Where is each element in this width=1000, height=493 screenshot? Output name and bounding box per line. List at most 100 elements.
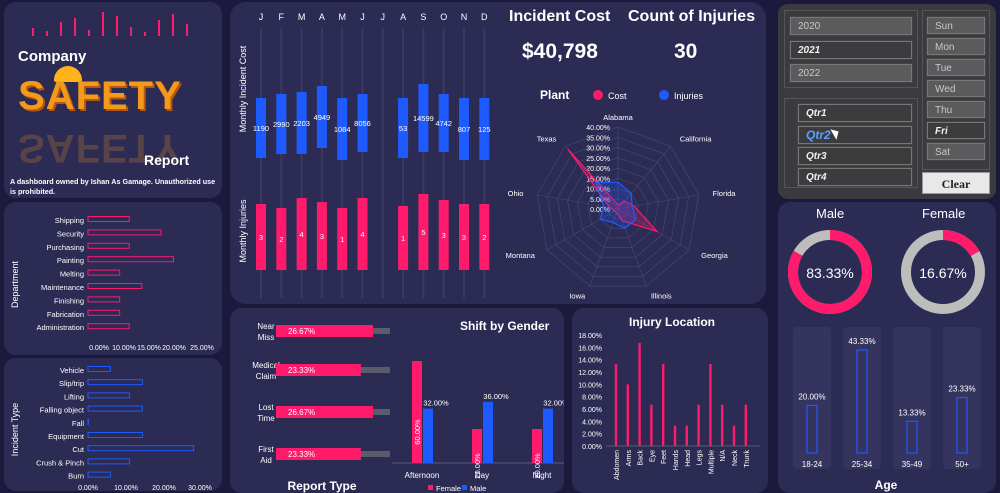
company-label: Company	[18, 48, 87, 65]
radar-grid	[536, 126, 700, 287]
category-label: Purchasing	[46, 243, 84, 252]
tick-label: 4.00%	[582, 419, 602, 426]
cost-data-label: 8056	[354, 119, 371, 128]
tick-label: 10.00%	[578, 382, 602, 389]
tick-label: 16.00%	[578, 345, 602, 352]
quarter-slicer: Qtr1 Qtr2 Qtr3 Qtr4	[784, 98, 918, 188]
bar	[87, 269, 121, 276]
bar	[697, 404, 700, 446]
decorative-tick	[32, 28, 34, 36]
qtr1-button[interactable]: Qtr1	[797, 103, 913, 123]
male-data-label: 32.00%	[543, 399, 564, 408]
cost-bar	[479, 98, 490, 160]
injuries-label: Count of Injuries	[628, 8, 756, 25]
bar	[721, 404, 724, 446]
day-sat-button[interactable]: Sat	[926, 142, 986, 161]
category-label: Night	[533, 471, 552, 480]
qtr3-button[interactable]: Qtr3	[797, 146, 913, 166]
day-sun-button[interactable]: Sun	[926, 16, 986, 35]
cost-bar	[276, 94, 287, 154]
tick-label: 12.00%	[578, 370, 602, 377]
clear-button[interactable]: Clear	[922, 172, 990, 194]
category-label: Cut	[72, 445, 85, 454]
radar-spoke	[617, 208, 647, 287]
radar-tick-label: 25.00%	[586, 156, 610, 163]
qtr4-button[interactable]: Qtr4	[797, 167, 913, 187]
bar	[87, 405, 143, 412]
bar	[276, 364, 361, 376]
tick-label: 18.00%	[578, 333, 602, 340]
department-panel: Shipping Security Purchasing Painting Meltin…	[4, 202, 222, 355]
radar-axis-label: Iowa	[569, 291, 586, 300]
axis-label: Department	[10, 260, 20, 308]
department-chart: Shipping Security Purchasing Painting Meltin…	[10, 216, 214, 352]
legend-male-marker	[462, 485, 467, 490]
month-gridline	[402, 28, 405, 298]
month-gridline	[320, 28, 323, 298]
incident-type-chart: Vehicle Slip/trip Lifting Falling object Fal…	[10, 366, 212, 491]
year-2022-button[interactable]: 2022	[789, 63, 913, 83]
cost-data-label: 807	[458, 125, 471, 134]
category-label: Day	[475, 471, 489, 480]
bar	[87, 379, 143, 386]
cost-bar	[316, 86, 327, 148]
category-label: Vehicle	[60, 366, 84, 375]
month-gridline	[300, 28, 303, 298]
cost-bar	[256, 98, 266, 158]
injuries-value: 30	[674, 40, 698, 63]
month-label: O	[440, 12, 447, 22]
tick-label: 8.00%	[582, 395, 602, 402]
injury-data-label: 3	[442, 231, 446, 240]
legend-male-label: Male	[470, 484, 486, 493]
chart-title: Injury Location	[629, 315, 715, 329]
category-label: Claim	[256, 372, 277, 381]
radar-spoke	[537, 194, 619, 210]
tick-label: 30.00%	[188, 485, 212, 491]
injury-bar	[316, 202, 327, 270]
radar-axis-label: California	[680, 135, 713, 144]
category-label: 18-24	[802, 460, 823, 469]
bar	[87, 242, 130, 249]
decorative-tick	[46, 31, 48, 36]
day-tue-button[interactable]: Tue	[926, 58, 986, 77]
cost-data-label: 1084	[334, 125, 351, 134]
category-label: N/A	[720, 450, 727, 462]
bar	[744, 404, 747, 446]
female-data-label: 20.00%	[473, 453, 482, 479]
year-2020-button[interactable]: 2020	[789, 16, 913, 36]
incident-cost-label: Incident Cost	[509, 8, 611, 25]
day-thu-button[interactable]: Thu	[926, 100, 986, 119]
legend-injuries-marker	[659, 90, 669, 100]
category-label: Time	[257, 414, 275, 423]
month-label: M	[298, 12, 306, 22]
bar	[276, 448, 361, 460]
weekday-slicer: Sun Mon Tue Wed Thu Fri Sat	[922, 10, 990, 170]
category-label: Back	[638, 450, 645, 466]
month-label: J	[360, 12, 365, 22]
radar-grid	[577, 167, 659, 248]
decorative-tick	[186, 24, 188, 36]
radar-grid	[547, 136, 689, 277]
category-label: Medical	[252, 361, 280, 370]
legend-cost-marker	[593, 90, 603, 100]
decorative-tick	[144, 32, 146, 36]
month-gridline	[422, 28, 425, 298]
day-fri-button[interactable]: Fri	[926, 121, 986, 140]
injury-location-panel: Injury Location 18.00% 16.00% 14.00% 12.00% 1…	[572, 308, 768, 493]
day-mon-button[interactable]: Mon	[926, 37, 986, 56]
injury-bar	[438, 200, 449, 270]
injury-data-label: 3	[259, 233, 263, 242]
bar	[87, 458, 131, 465]
category-label: Fall	[72, 419, 84, 428]
category-label: 25-34	[852, 460, 873, 469]
cost-bar	[418, 84, 429, 152]
month-gridline	[463, 28, 465, 298]
year-2021-button[interactable]: 2021	[789, 40, 913, 60]
decorative-ticks	[32, 12, 188, 36]
day-wed-button[interactable]: Wed	[926, 79, 986, 98]
female-bar	[532, 429, 542, 463]
month-gridline	[260, 28, 262, 298]
qtr2-button[interactable]: Qtr2	[797, 125, 913, 145]
radar-axis-label: Georgia	[701, 251, 729, 260]
category-label: 35-49	[902, 460, 923, 469]
